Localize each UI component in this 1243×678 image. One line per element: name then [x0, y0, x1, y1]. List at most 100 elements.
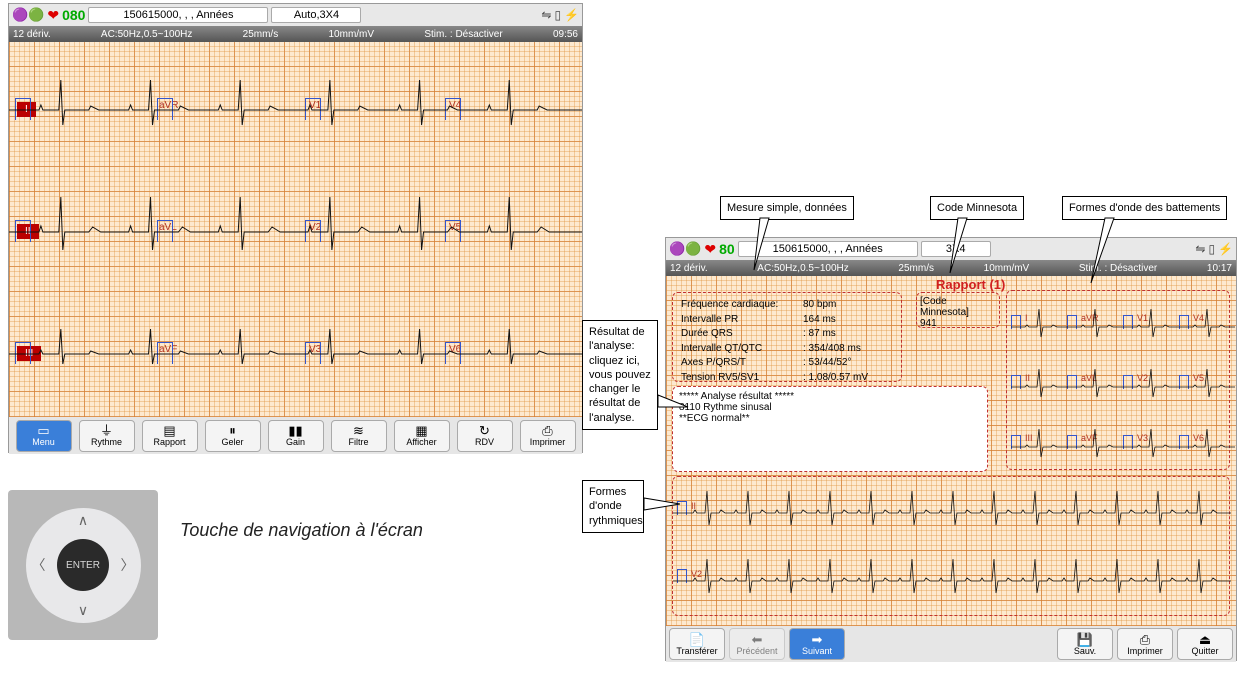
toolbar-label: Quitter [1191, 646, 1218, 656]
measurement-row: Tension RV5/SV1: 1.08/0.57 mV [681, 372, 868, 385]
toolbar-icon: ➡ [812, 633, 823, 646]
code-value: 941 [920, 318, 996, 329]
toolbar-label: Imprimer [1127, 646, 1163, 656]
usb-icon: ⇋ [1195, 242, 1205, 256]
toolbar-icon: ⎙ [1140, 633, 1150, 646]
patient-box-2[interactable]: 150615000, , , Années [738, 241, 918, 257]
toolbar-icon: ▭ [37, 424, 49, 437]
measurement-value: : 53/44/52° [803, 357, 868, 370]
callout-rythme: Formes d'onde rythmiques [582, 480, 644, 533]
measurement-label: Fréquence cardiaque: [681, 299, 801, 312]
toolbar-btn-transférer[interactable]: 📄Transférer [669, 628, 725, 660]
code-title: [Code Minnesota] [920, 296, 996, 318]
callout-code: Code Minnesota [930, 196, 1024, 220]
mini-ecg-trace [1011, 357, 1067, 417]
speed-label: 25mm/s [898, 263, 934, 274]
mini-ecg-trace [1123, 417, 1179, 477]
toolbar-icon: ≋ [353, 424, 364, 437]
ecg-trace [9, 172, 582, 292]
leads-label: 12 dériv. [670, 263, 708, 274]
mini-ecg-trace [1123, 357, 1179, 417]
beat-waveforms-box[interactable]: IaVRV1V4IIaVLV2V5IIIaVFV3V6 [1006, 290, 1230, 470]
toolbar-btn-filtre[interactable]: ≋Filtre [331, 420, 387, 452]
measurement-value: : 1.08/0.57 mV [803, 372, 868, 385]
patient-box[interactable]: 150615000, , , Années [88, 7, 268, 23]
measurement-label: Intervalle QT/QTC [681, 343, 801, 356]
heart-rate-2: 80 [719, 241, 735, 257]
toolbar-icon: ▦ [415, 424, 427, 437]
filter-label: AC:50Hz,0.5~100Hz [757, 263, 848, 274]
measurement-value: : 354/408 ms [803, 343, 868, 356]
enter-button[interactable]: ENTER [57, 539, 109, 591]
gain-label: 10mm/mV [984, 263, 1030, 274]
measurement-label: Tension RV5/SV1 [681, 372, 801, 385]
heart-icon: ❤ [47, 7, 59, 24]
rhythm-waveforms-box[interactable]: IIV2 [672, 476, 1230, 616]
toolbar-btn-suivant[interactable]: ➡Suivant [789, 628, 845, 660]
measurement-label: Intervalle PR [681, 314, 801, 327]
ecg-grid: I aVR V1 V4 II aVL V2 V5 III [9, 42, 582, 417]
toolbar-btn-menu[interactable]: ▭Menu [16, 420, 72, 452]
toolbar-icon: ▤ [163, 424, 175, 437]
toolbar-label: Filtre [349, 437, 369, 447]
toolbar-icon: 💾 [1077, 633, 1093, 646]
dpad-ring: ∧ ∨ 〈 〉 ENTER [26, 508, 141, 623]
toolbar-btn-afficher[interactable]: ▦Afficher [394, 420, 450, 452]
callout-resultat: Résultat de l'analyse: cliquez ici, vous… [582, 320, 658, 430]
arrow-left-icon: 〈 [32, 555, 46, 575]
toolbar-label: RDV [475, 437, 494, 447]
toolbar-btn-sauv[interactable]: 💾Sauv. [1057, 628, 1113, 660]
toolbar-icon: ⏏ [1199, 633, 1211, 646]
toolbar-label: Menu [32, 437, 55, 447]
callout-mesure-text: Mesure simple, données [727, 202, 847, 214]
measurement-row: Intervalle PR164 ms [681, 314, 868, 327]
callout-formes: Formes d'onde des battements [1062, 196, 1227, 220]
plug-icon: ⚡ [1218, 242, 1233, 256]
stim-label: Stim. : Désactiver [424, 29, 502, 40]
mini-ecg-trace [1067, 357, 1123, 417]
nav-pad-photo: ∧ ∨ 〈 〉 ENTER [8, 490, 158, 640]
leads-label: 12 dériv. [13, 29, 51, 40]
ecg-report-screen: 🟣🟢 ❤ 80 150615000, , , Années 3X4 ⇋ ▯ ⚡ … [665, 237, 1237, 661]
toolbar-btn-quitter[interactable]: ⏏Quitter [1177, 628, 1233, 660]
toolbar-icon: ▮▮ [288, 424, 302, 437]
time-label: 09:56 [553, 29, 578, 40]
callout-formes-text: Formes d'onde des battements [1069, 202, 1220, 214]
analysis-result-box[interactable]: ***** Analyse résultat ***** 8110 Rythme… [672, 386, 988, 472]
toolbar-btn-rapport[interactable]: ▤Rapport [142, 420, 198, 452]
mode-box[interactable]: Auto,3X4 [271, 7, 361, 23]
measurements-box[interactable]: Fréquence cardiaque:80 bpmIntervalle PR1… [672, 292, 902, 382]
analysis-header: ***** Analyse résultat ***** [679, 391, 981, 402]
toolbar-btn-geler[interactable]: ⏸Geler [205, 420, 261, 452]
minnesota-code-box[interactable]: [Code Minnesota] 941 [916, 292, 1000, 328]
callout-mesure: Mesure simple, données [720, 196, 854, 220]
toolbar-label: Geler [221, 437, 243, 447]
mini-ecg-trace [1179, 417, 1235, 477]
usb-icon: ⇋ [541, 8, 551, 22]
measurement-value: : 87 ms [803, 328, 868, 341]
toolbar-btn-rdv[interactable]: ↻RDV [457, 420, 513, 452]
mini-ecg-trace [1011, 417, 1067, 477]
mode-box-2[interactable]: 3X4 [921, 241, 991, 257]
toolbar-icon: ⬅ [752, 633, 763, 646]
ecg-live-screen: 🟣🟢 ❤ 080 150615000, , , Années Auto,3X4 … [8, 3, 583, 453]
analysis-line-1: 8110 Rythme sinusal [679, 402, 981, 413]
mini-ecg-trace [1067, 417, 1123, 477]
toolbar-btn-rythme[interactable]: ⏚Rythme [79, 420, 135, 452]
ecg-trace [9, 50, 582, 170]
mini-ecg-trace [1011, 297, 1067, 357]
toolbar-btn-précédent: ⬅Précédent [729, 628, 785, 660]
toolbar-icon: 📄 [689, 633, 705, 646]
heart-icon: ❤ [704, 241, 716, 258]
toolbar-label: Transférer [676, 646, 717, 656]
toolbar-btn-imprimer[interactable]: ⎙Imprimer [1117, 628, 1173, 660]
time-label: 10:17 [1207, 263, 1232, 274]
toolbar-btn-imprimer[interactable]: ⎙Imprimer [520, 420, 576, 452]
toolbar-label: Gain [286, 437, 305, 447]
header-sys-icons: ⇋ ▯ ⚡ [541, 8, 579, 22]
lead-row-2: II aVL V2 V5 [9, 172, 582, 292]
plug-icon: ⚡ [564, 8, 579, 22]
rhythm-ecg-trace [673, 483, 1231, 543]
toolbar-btn-gain[interactable]: ▮▮Gain [268, 420, 324, 452]
screen2-status-bar: 12 dériv. AC:50Hz,0.5~100Hz 25mm/s 10mm/… [666, 260, 1236, 276]
